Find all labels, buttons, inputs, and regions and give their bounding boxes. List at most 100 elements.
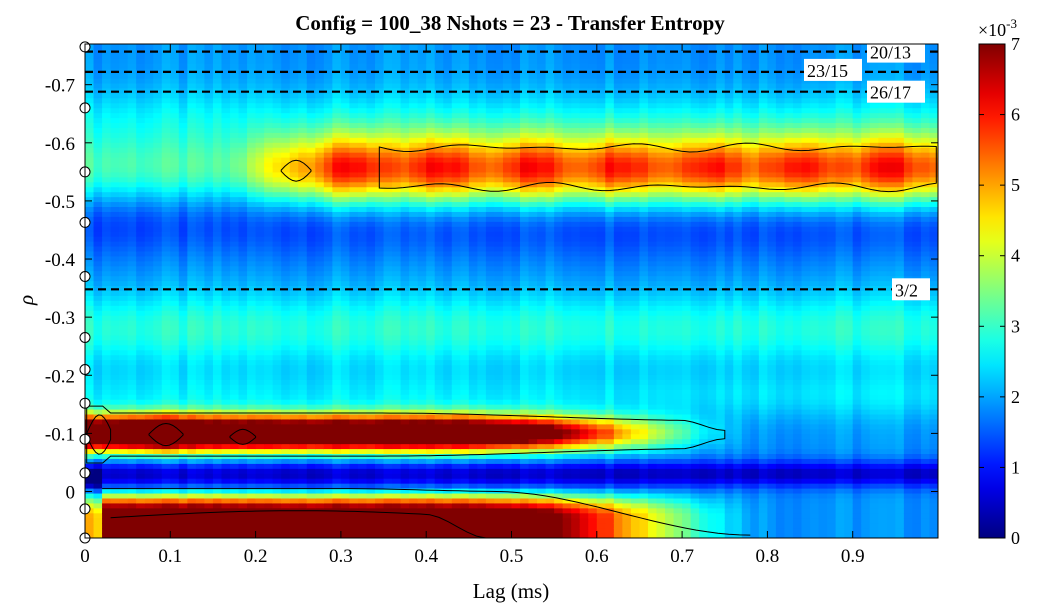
heatmap-cell	[281, 409, 291, 416]
heatmap-cell	[161, 370, 171, 376]
heatmap-cell	[161, 473, 171, 480]
heatmap-cell	[485, 513, 496, 519]
heatmap-cell	[366, 360, 376, 366]
heatmap-cell	[366, 449, 376, 455]
heatmap-cell	[332, 211, 342, 218]
heatmap-cell	[255, 281, 265, 287]
heatmap-cell	[340, 172, 351, 178]
heatmap-cell	[221, 172, 231, 178]
heatmap-cell	[426, 152, 436, 159]
heatmap-cell	[212, 231, 223, 238]
heatmap-cell	[212, 379, 223, 386]
heatmap-cell	[315, 523, 325, 529]
heatmap-cell	[204, 389, 214, 396]
heatmap-cell	[494, 152, 504, 159]
heatmap-cell	[375, 523, 385, 529]
heatmap-cell	[212, 118, 223, 124]
heatmap-cell	[144, 365, 154, 371]
heatmap-cell	[272, 335, 282, 341]
heatmap-cell	[212, 340, 223, 346]
heatmap-cell	[93, 310, 103, 317]
heatmap-cell	[306, 295, 316, 302]
heatmap-cell	[136, 365, 146, 371]
heatmap-cell	[195, 444, 206, 450]
heatmap-cell	[306, 374, 316, 381]
heatmap-cell	[153, 127, 163, 134]
heatmap-cell	[255, 295, 265, 302]
heatmap-cell	[357, 528, 368, 534]
heatmap-cell	[144, 123, 154, 129]
heatmap-cell	[93, 192, 103, 198]
heatmap-cell	[468, 241, 478, 248]
heatmap-cell	[170, 231, 180, 238]
heatmap-cell	[340, 216, 351, 223]
heatmap-cell	[451, 404, 461, 411]
heatmap-cell	[323, 187, 333, 193]
heatmap-cell	[144, 439, 154, 445]
heatmap-cell	[187, 221, 197, 228]
heatmap-cell	[255, 528, 265, 534]
heatmap-cell	[255, 78, 265, 85]
heatmap-cell	[417, 315, 427, 322]
heatmap-cell	[255, 44, 265, 50]
heatmap-cell	[212, 211, 223, 218]
heatmap-cell	[178, 266, 188, 272]
heatmap-cell	[357, 374, 368, 381]
heatmap-cell	[434, 98, 444, 104]
heatmap-cell	[485, 44, 496, 50]
heatmap-cell	[144, 276, 154, 282]
heatmap-cell	[264, 182, 274, 188]
heatmap-cell	[230, 241, 240, 248]
heatmap-cell	[392, 73, 402, 80]
heatmap-cell	[136, 162, 146, 169]
heatmap-cell	[247, 123, 257, 129]
heatmap-cell	[477, 310, 487, 317]
heatmap-cell	[247, 276, 257, 282]
heatmap-cell	[340, 147, 351, 154]
heatmap-cell	[477, 350, 487, 356]
heatmap-cell	[195, 434, 206, 440]
heatmap-cell	[485, 498, 496, 505]
heatmap-cell	[238, 513, 248, 519]
heatmap-cell	[417, 48, 427, 55]
heatmap-cell	[323, 78, 333, 85]
heatmap-cell	[400, 533, 410, 538]
heatmap-cell	[494, 256, 504, 262]
heatmap-cell	[110, 533, 120, 538]
heatmap-cell	[323, 350, 333, 356]
heatmap-cell	[264, 458, 274, 465]
heatmap-cell	[477, 523, 487, 529]
heatmap-cell	[383, 261, 393, 267]
heatmap-cell	[332, 113, 342, 119]
heatmap-cell	[494, 295, 504, 302]
heatmap-cell	[289, 355, 299, 361]
heatmap-cell	[383, 83, 393, 90]
heatmap-cell	[400, 172, 410, 178]
heatmap-cell	[298, 315, 308, 322]
heatmap-cell	[93, 147, 103, 154]
heatmap-cell	[195, 177, 206, 183]
heatmap-cell	[409, 355, 419, 361]
heatmap-cell	[178, 226, 188, 233]
heatmap-cell	[127, 147, 137, 154]
heatmap-cell	[247, 207, 257, 213]
heatmap-cell	[119, 266, 129, 272]
heatmap-cell	[272, 325, 282, 332]
heatmap-cell	[349, 449, 359, 455]
heatmap-cell	[357, 261, 368, 267]
heatmap-cell	[349, 172, 359, 178]
heatmap-cell	[298, 365, 308, 371]
heatmap-cell	[85, 340, 95, 346]
heatmap-cell	[426, 113, 436, 119]
heatmap-cell	[85, 498, 95, 505]
heatmap-cell	[443, 478, 453, 485]
heatmap-cell	[340, 291, 351, 297]
heatmap-cell	[392, 419, 402, 425]
heatmap-cell	[212, 197, 223, 203]
heatmap-cell	[315, 454, 325, 460]
heatmap-cell	[477, 503, 487, 509]
heatmap-cell	[298, 493, 308, 500]
heatmap-cell	[144, 409, 154, 416]
heatmap-cell	[247, 271, 257, 277]
heatmap-cell	[409, 261, 419, 267]
